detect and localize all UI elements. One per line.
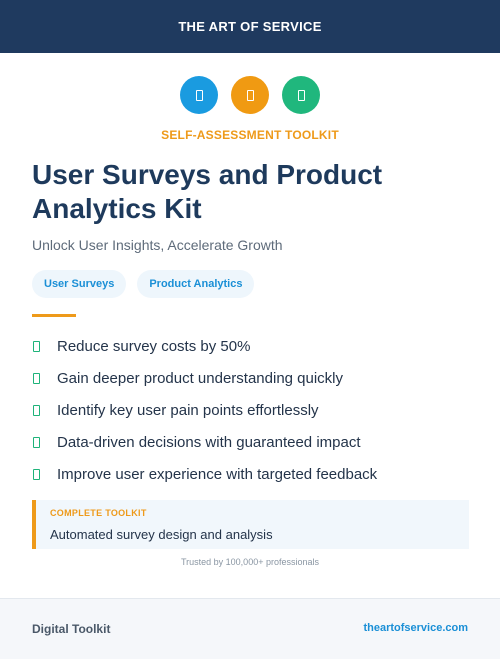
header-bar: THE ART OF SERVICE	[0, 0, 500, 53]
list-item: Identify key user pain points effortless…	[32, 394, 472, 426]
check-icon	[33, 468, 40, 480]
list-item: Reduce survey costs by 50%	[32, 330, 472, 362]
benefit-text: Identify key user pain points effortless…	[57, 401, 319, 419]
brand-name: THE ART OF SERVICE	[178, 19, 322, 34]
accent-divider	[32, 314, 76, 317]
website-link[interactable]: theartofservice.com	[363, 622, 468, 634]
toolkit-callout: COMPLETE TOOLKIT Automated survey design…	[32, 500, 469, 549]
footer-bar: Digital Toolkit theartofservice.com	[0, 598, 500, 659]
benefit-list: Reduce survey costs by 50% Gain deeper p…	[32, 330, 472, 490]
toolkit-kicker: SELF-ASSESSMENT TOOLKIT	[161, 128, 339, 142]
check-icon	[33, 436, 40, 448]
insights-icon	[282, 76, 320, 114]
list-item: Gain deeper product understanding quickl…	[32, 362, 472, 394]
page-title: User Surveys and Product Analytics Kit	[32, 159, 383, 224]
benefit-text: Reduce survey costs by 50%	[57, 337, 251, 355]
list-item: Data-driven decisions with guaranteed im…	[32, 426, 472, 458]
benefit-text: Improve user experience with targeted fe…	[57, 465, 378, 483]
analytics-icon	[231, 76, 269, 114]
tag-product-analytics[interactable]: Product Analytics	[137, 270, 255, 298]
icon-row	[0, 76, 500, 114]
page-subtitle: Unlock User Insights, Accelerate Growth	[32, 237, 283, 253]
tag-list: User Surveys Product Analytics	[32, 270, 255, 298]
check-icon	[33, 340, 40, 352]
check-icon	[33, 404, 40, 416]
footer-label: Digital Toolkit	[32, 622, 111, 636]
benefit-text: Gain deeper product understanding quickl…	[57, 369, 344, 387]
trust-statement: Trusted by 100,000+ professionals	[180, 557, 319, 567]
callout-text: Automated survey design and analysis	[50, 527, 273, 542]
callout-label: COMPLETE TOOLKIT	[50, 508, 147, 518]
check-icon	[33, 372, 40, 384]
tag-user-surveys[interactable]: User Surveys	[32, 270, 127, 298]
list-item: Improve user experience with targeted fe…	[32, 458, 472, 490]
benefit-text: Data-driven decisions with guaranteed im…	[57, 433, 361, 451]
survey-icon	[180, 76, 218, 114]
